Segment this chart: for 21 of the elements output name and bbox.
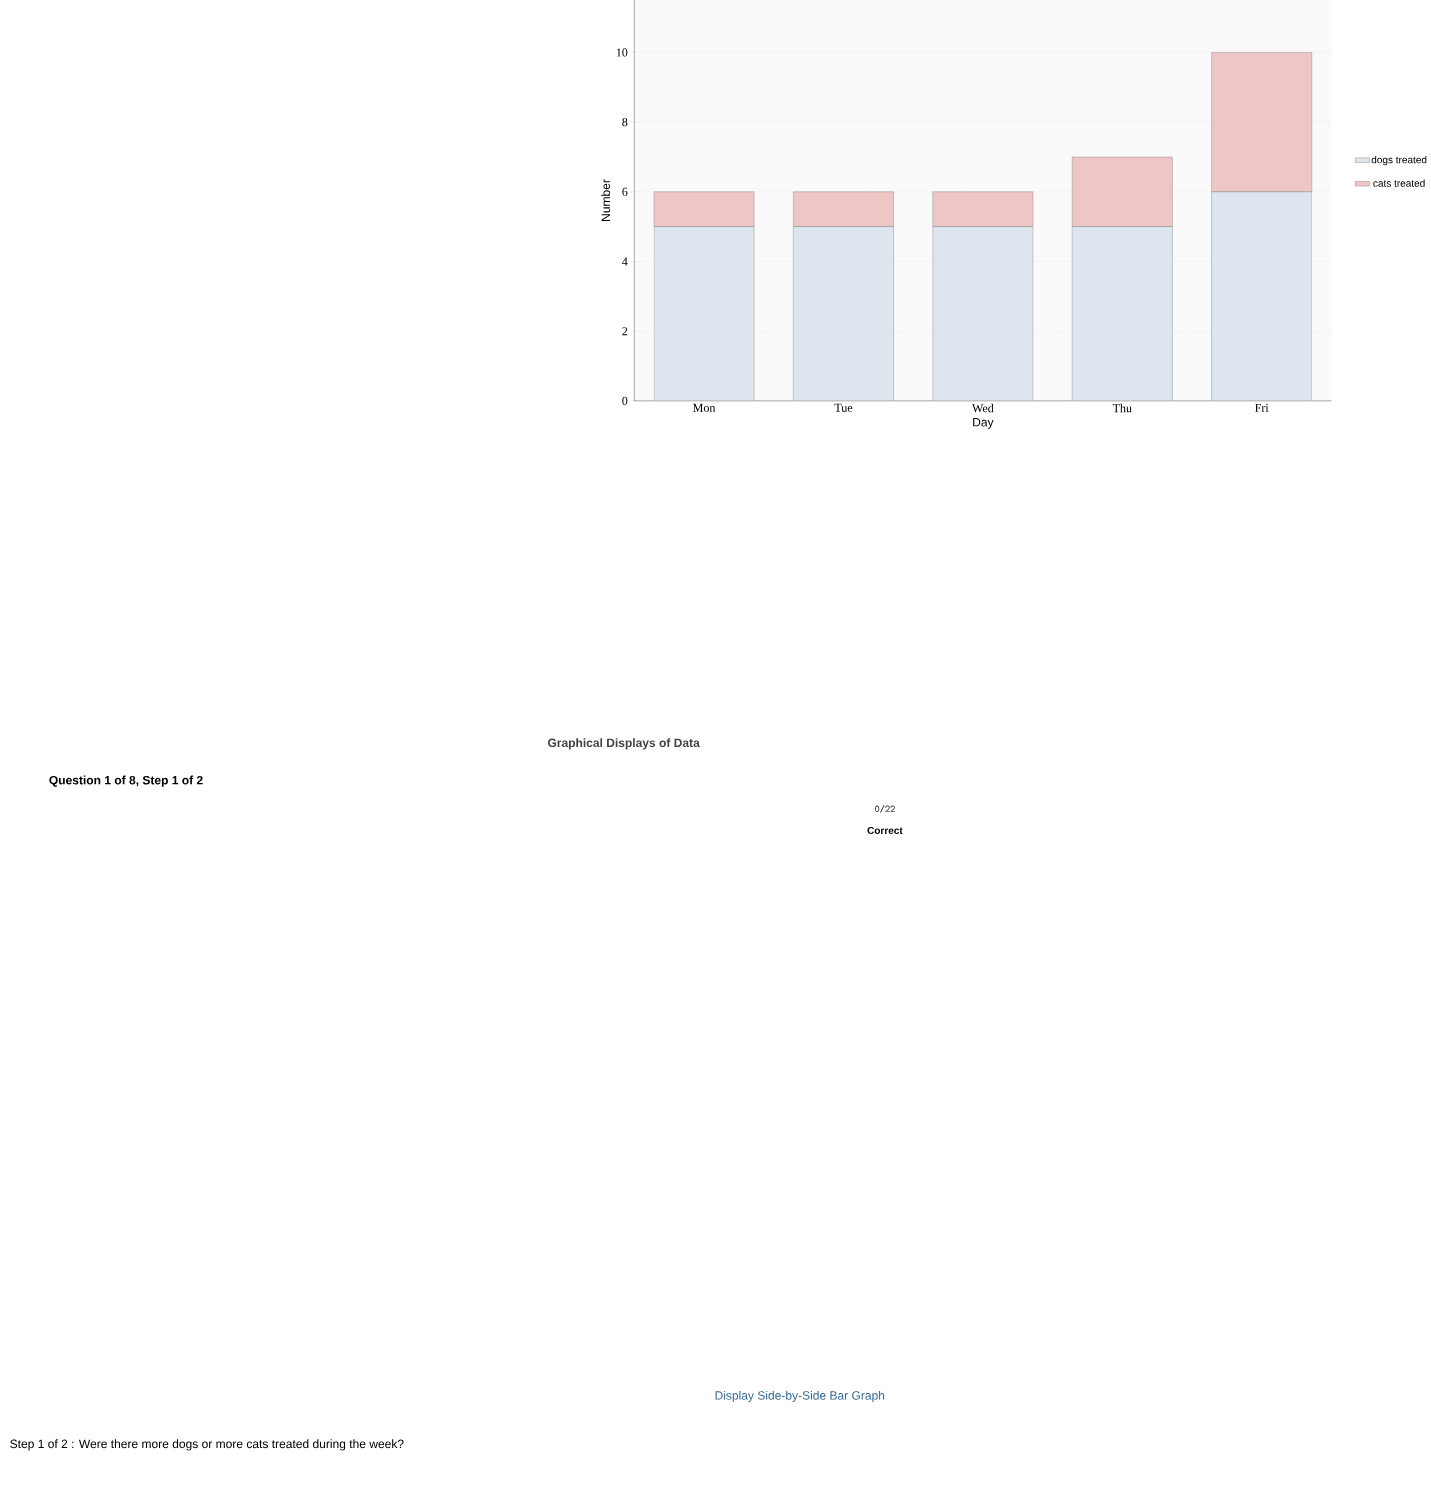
x-tick-label: Wed: [971, 403, 994, 413]
text: Correct: [867, 826, 903, 835]
legend-label: dogs treated: [1371, 155, 1427, 166]
text: Question 1 of 8, Step 1 of 2: [49, 775, 203, 787]
y-tick-label: 4: [622, 257, 628, 266]
y-tick-label: 8: [622, 118, 628, 127]
x-axis-title: Day: [973, 418, 994, 429]
y-tick-label: 0: [622, 396, 628, 405]
legend-label: cats treated: [1373, 179, 1425, 187]
text: 0/22: [875, 804, 895, 813]
x-tick-label: Tue: [834, 403, 853, 412]
text: Graphical Displays of Data: [547, 738, 700, 750]
x-tick-label: Thu: [1112, 403, 1132, 413]
x-tick-label: Mon: [692, 403, 716, 412]
text: Step 1 of 2 : Were there more dogs or more cats treated during the week?: [10, 1439, 404, 1451]
y-tick-label: 10: [616, 48, 628, 57]
y-tick-label: 6: [622, 187, 628, 196]
y-tick-label: 2: [622, 327, 628, 336]
x-tick-label: Fri: [1254, 403, 1269, 412]
y-axis-title: Number: [601, 179, 611, 221]
text: Display Side-by-Side Bar Graph: [715, 1390, 885, 1403]
